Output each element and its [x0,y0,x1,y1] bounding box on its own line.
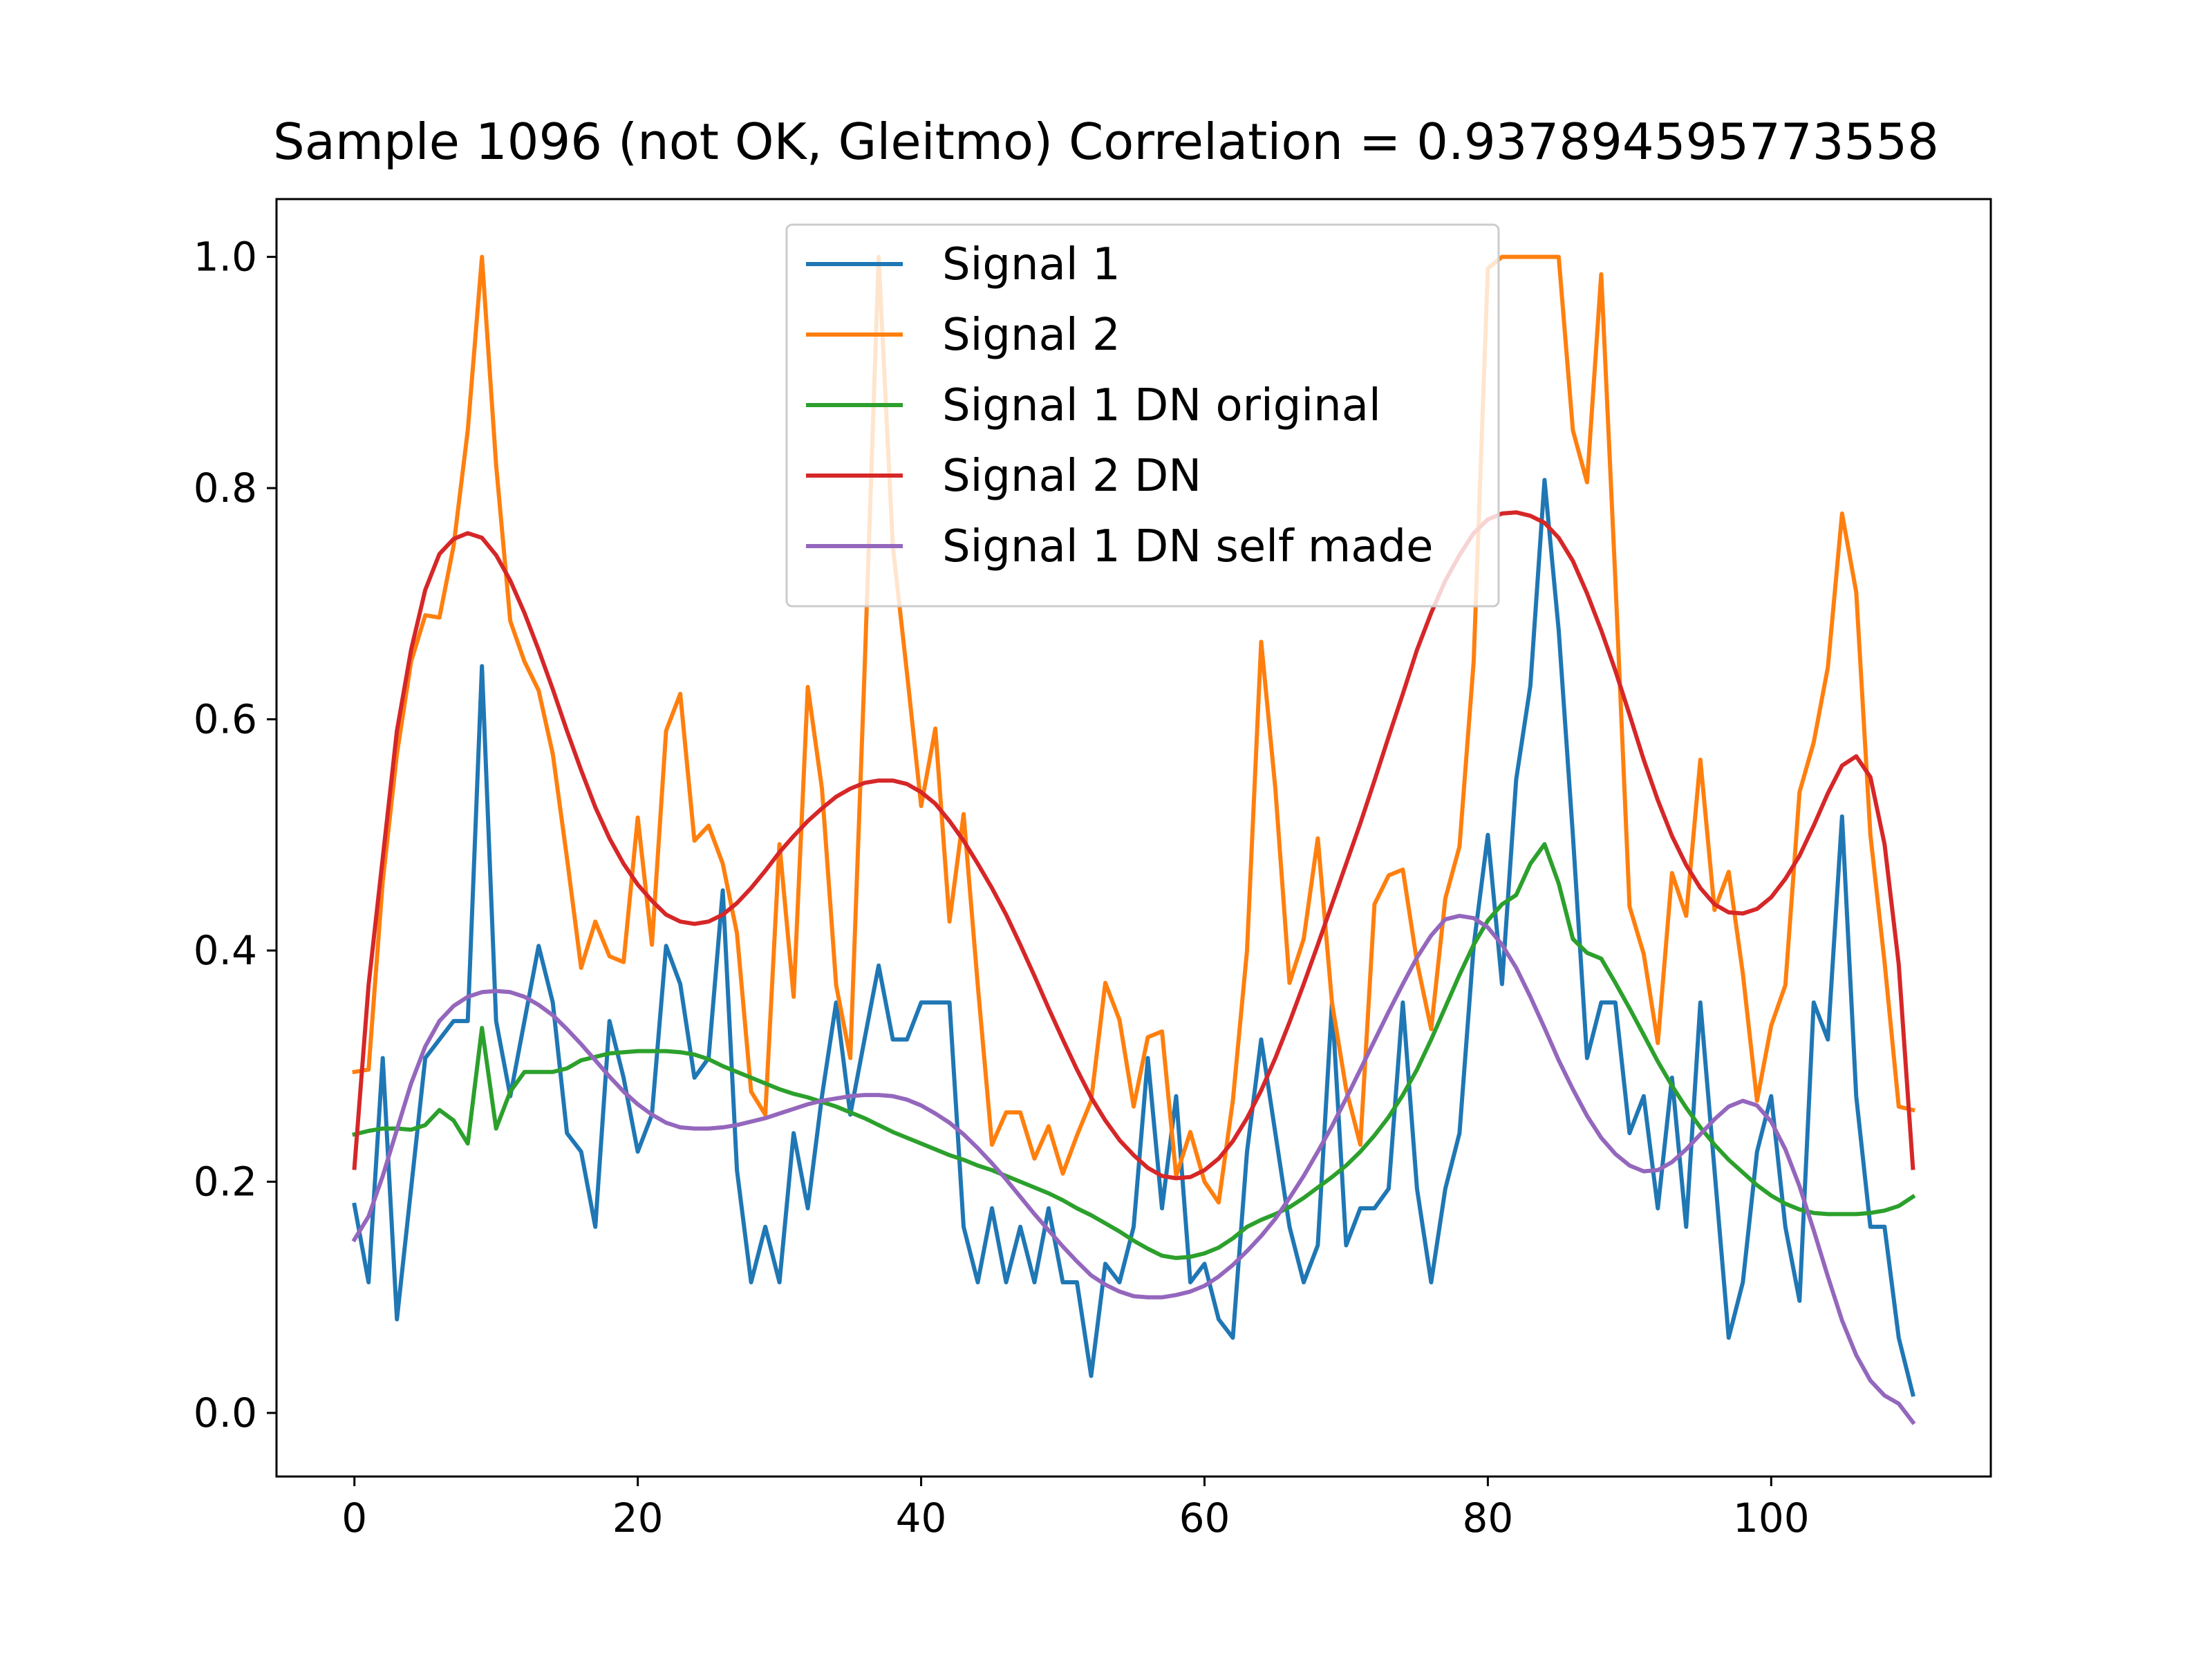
x-tick-label: 100 [1733,1494,1810,1541]
x-tick-label: 20 [612,1494,664,1541]
y-tick-label: 0.2 [194,1159,257,1206]
series-line-1 [352,478,1915,1397]
legend-label: Signal 1 DN self made [942,521,1433,572]
x-tick-label: 80 [1462,1494,1513,1541]
plot-frame [275,198,1992,1478]
legend-label: Signal 1 DN original [942,380,1381,431]
series-line-3 [352,842,1916,1260]
y-tick-label: 0.4 [194,927,257,974]
legend-label: Signal 1 [942,239,1121,290]
series-line-4 [352,510,1915,1181]
legend-label: Signal 2 [942,310,1121,361]
y-tick-label: 0.0 [194,1389,257,1436]
series-line-5 [351,913,1916,1425]
y-tick-label: 1.0 [194,234,257,281]
chart-title: Sample 1096 (not OK, Gleitmo) Correlatio… [273,113,1939,171]
series-line-2 [352,254,1915,1205]
legend: Signal 1 Signal 2 Signal 1 DN original Sign… [785,223,1500,608]
y-tick-label: 0.8 [194,465,257,512]
x-tick-label: 40 [896,1494,947,1541]
x-tick-label: 60 [1179,1494,1230,1541]
legend-label: Signal 2 DN [942,451,1201,502]
y-tick-label: 0.6 [194,696,257,743]
x-tick-label: 0 [341,1494,367,1541]
legend-box [785,223,1500,608]
